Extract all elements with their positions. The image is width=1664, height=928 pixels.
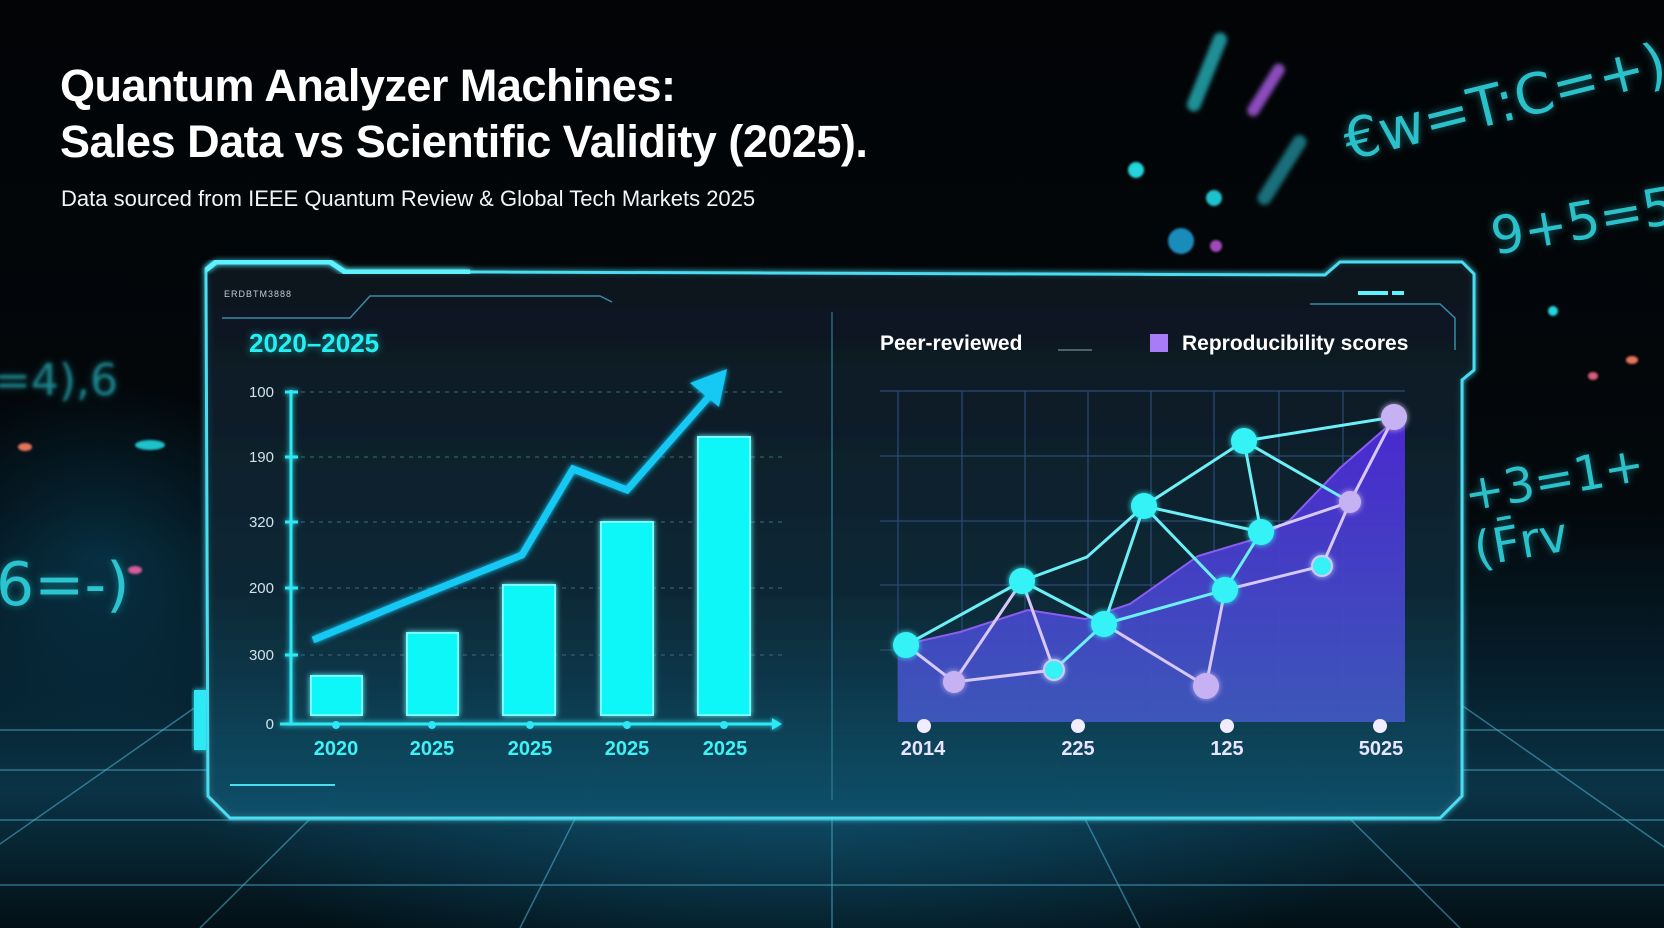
x-tick-label: 125 xyxy=(1210,738,1244,760)
subtitle: Data sourced from IEEE Quantum Review & … xyxy=(61,186,756,211)
y-tick-label: 0 xyxy=(265,716,274,733)
particle xyxy=(1626,356,1638,364)
x-tick-label: 2020 xyxy=(313,738,359,760)
background-equation: 6=-) xyxy=(0,550,130,620)
panel-code: ERDBTM3888 xyxy=(224,289,293,299)
particle xyxy=(1128,162,1144,178)
particle xyxy=(1168,228,1194,254)
title-line-2: Sales Data vs Scientific Validity (2025)… xyxy=(60,116,868,167)
y-tick-label: 100 xyxy=(248,384,274,401)
x-tick-label: 2025 xyxy=(507,738,553,760)
x-tick-label: 2025 xyxy=(702,738,748,760)
particle xyxy=(1206,190,1222,206)
y-tick-label: 300 xyxy=(248,647,274,664)
particle xyxy=(1548,306,1558,316)
x-tick-label: 2025 xyxy=(604,738,650,760)
particle xyxy=(135,440,165,450)
x-tick-label: 2014 xyxy=(900,738,946,760)
page-title: Quantum Analyzer Machines: Sales Data vs… xyxy=(60,58,868,170)
legend-line xyxy=(1058,349,1092,351)
y-tick-label: 320 xyxy=(248,514,274,531)
x-tick-label: 225 xyxy=(1061,738,1095,760)
particle xyxy=(1588,372,1598,380)
y-tick-label: 200 xyxy=(248,580,274,597)
x-tick-label: 5025 xyxy=(1358,738,1404,760)
y-tick-label: 190 xyxy=(248,449,274,466)
background-equation: =4),6 xyxy=(0,355,119,406)
legend-peer-reviewed: Peer-reviewed xyxy=(880,332,1023,355)
range-label: 2020–2025 xyxy=(249,328,380,358)
legend-reproducibility: Reproducibility scores xyxy=(1182,332,1409,355)
legend-swatch-reproducibility xyxy=(1150,334,1168,352)
particle xyxy=(1210,240,1222,252)
particle xyxy=(128,566,142,574)
title-line-1: Quantum Analyzer Machines: xyxy=(60,60,676,111)
particle xyxy=(18,443,32,451)
x-tick-label: 2025 xyxy=(409,738,455,760)
